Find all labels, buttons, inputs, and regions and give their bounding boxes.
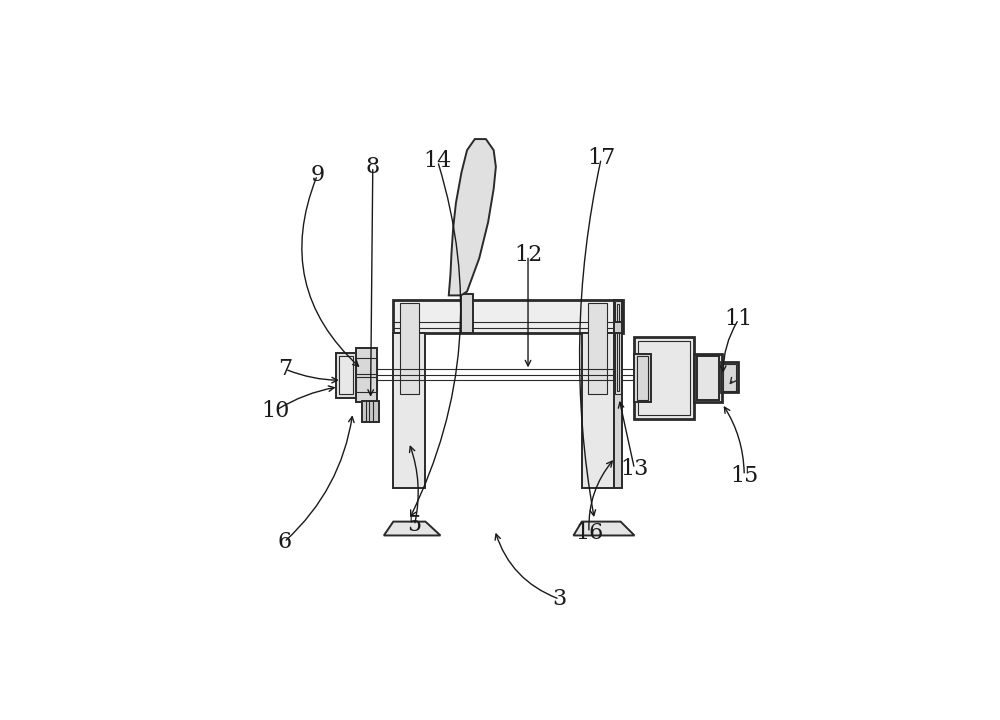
Text: 8: 8 (366, 156, 380, 178)
Bar (582, 333, 614, 488)
Bar (617, 304, 619, 391)
Bar (400, 302, 419, 394)
Text: 6: 6 (277, 531, 291, 553)
Text: 16: 16 (575, 522, 603, 544)
Bar (393, 300, 623, 333)
Text: 17: 17 (587, 148, 615, 169)
Bar (362, 401, 379, 422)
Bar (638, 341, 690, 415)
Bar (356, 358, 377, 374)
Bar (694, 354, 722, 402)
Polygon shape (449, 139, 496, 295)
Text: 3: 3 (552, 588, 567, 611)
Bar (356, 348, 377, 402)
Bar (339, 356, 353, 394)
Text: 9: 9 (310, 164, 324, 186)
Text: 5: 5 (407, 515, 421, 536)
Bar (615, 301, 621, 394)
Bar (634, 337, 694, 419)
Bar (393, 333, 425, 488)
Bar (697, 356, 719, 400)
Text: 7: 7 (278, 358, 292, 380)
Text: 12: 12 (514, 245, 542, 266)
Bar (614, 300, 622, 488)
Polygon shape (384, 521, 440, 536)
Text: 11: 11 (725, 308, 753, 330)
Bar (634, 354, 651, 402)
Text: 10: 10 (261, 400, 289, 422)
Polygon shape (573, 521, 634, 536)
Bar (721, 362, 738, 392)
Bar (723, 364, 736, 391)
Bar (461, 294, 473, 333)
Bar (637, 356, 648, 400)
Text: 14: 14 (424, 150, 452, 172)
Text: 15: 15 (730, 464, 758, 487)
Bar (336, 353, 356, 398)
Text: 13: 13 (620, 458, 649, 480)
Bar (356, 377, 377, 392)
Bar (614, 322, 622, 333)
Bar (588, 302, 607, 394)
